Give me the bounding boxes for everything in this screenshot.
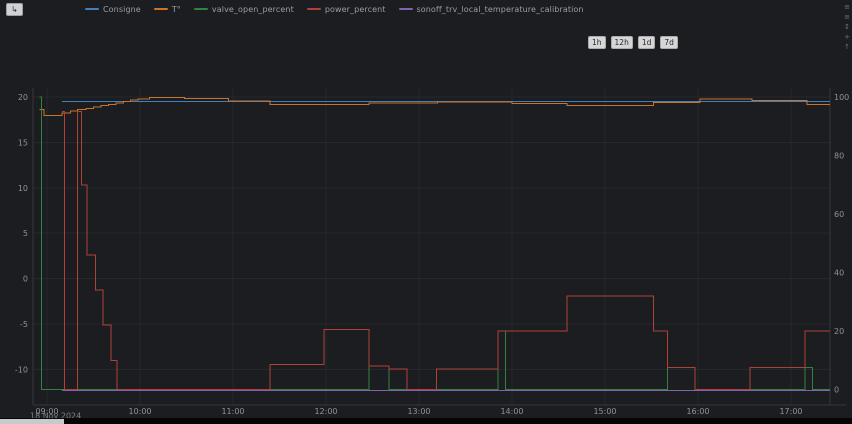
side-toolbar-icon-4[interactable]: ↑ [844,43,850,51]
scrollbar-thumb[interactable] [0,419,64,424]
range-button-1d[interactable]: 1d [637,36,656,49]
side-toolbar-icon-1[interactable]: ≡ [844,13,850,21]
card-topbar: ↳ Consigne T° valve_open_percent power_perc… [0,0,852,18]
side-toolbar-icon-3[interactable]: + [844,33,850,41]
legend-label: T° [171,4,181,14]
legend-swatch [193,8,208,10]
card-action-button[interactable]: ↳ [6,2,23,16]
x-axis-tick-label: 14:00 [500,407,523,416]
right-axis-tick-label: 40 [834,269,844,278]
legend-label: Consigne [103,4,141,14]
right-axis-tick-label: 60 [834,210,844,219]
range-button-12h[interactable]: 12h [610,36,633,49]
legend-item-1[interactable]: T° [153,4,181,14]
legend-item-3[interactable]: power_percent [306,4,386,14]
right-axis-tick-label: 0 [834,386,839,395]
legend-label: power_percent [324,4,386,14]
right-axis-tick-label: 100 [834,93,849,102]
series-line-valve_open_percent [39,96,831,390]
x-axis-tick-label: 11:00 [221,407,244,416]
legend-swatch [306,8,321,10]
legend-item-4[interactable]: sonoff_trv_local_temperature_calibration [398,4,584,14]
range-button-7d[interactable]: 7d [660,36,678,49]
x-axis-tick-label: 12:00 [314,407,337,416]
left-axis-tick-label: 20 [18,93,28,102]
side-toolbar-icon-0[interactable]: ≡ [844,3,850,11]
left-axis-tick-label: 10 [18,184,28,193]
x-axis-tick-label: 13:00 [407,407,430,416]
legend-swatch [85,8,99,10]
legend-label: sonoff_trv_local_temperature_calibration [416,4,584,14]
right-axis-tick-label: 80 [834,152,844,161]
side-toolbar-icon-2[interactable]: ↕ [844,23,850,31]
legend-swatch [398,8,413,10]
chart-legend: Consigne T° valve_open_percent power_percen… [85,5,584,14]
series-line-power_percent [61,111,831,390]
x-axis-tick-label: 15:00 [593,407,616,416]
legend-label: valve_open_percent [211,4,294,14]
left-axis-tick-label: -10 [15,365,28,374]
x-axis-tick-label: 09:00 [35,407,58,416]
x-axis-tick-label: 16:00 [686,407,709,416]
x-axis-tick-label: 17:00 [779,407,802,416]
legend-item-2[interactable]: valve_open_percent [193,4,294,14]
chart-side-toolbar: ≡ ≡ ↕ + ↑ [844,3,850,51]
series-line-T [39,97,831,117]
x-axis-date-label: 18 Nov 2024 [30,412,81,421]
left-axis-tick-label: -5 [20,320,28,329]
left-axis-tick-label: 15 [18,138,28,147]
legend-swatch [153,8,168,10]
x-axis-tick-label: 10:00 [128,407,151,416]
range-button-1h[interactable]: 1h [588,36,606,49]
left-axis-tick-label: 5 [23,229,28,238]
right-axis-tick-label: 20 [834,327,844,336]
horizontal-scrollbar[interactable] [0,418,852,424]
legend-item-0[interactable]: Consigne [85,5,141,14]
time-range-buttons: 1h 12h 1d 7d [588,36,678,49]
left-axis-tick-label: 0 [23,275,28,284]
